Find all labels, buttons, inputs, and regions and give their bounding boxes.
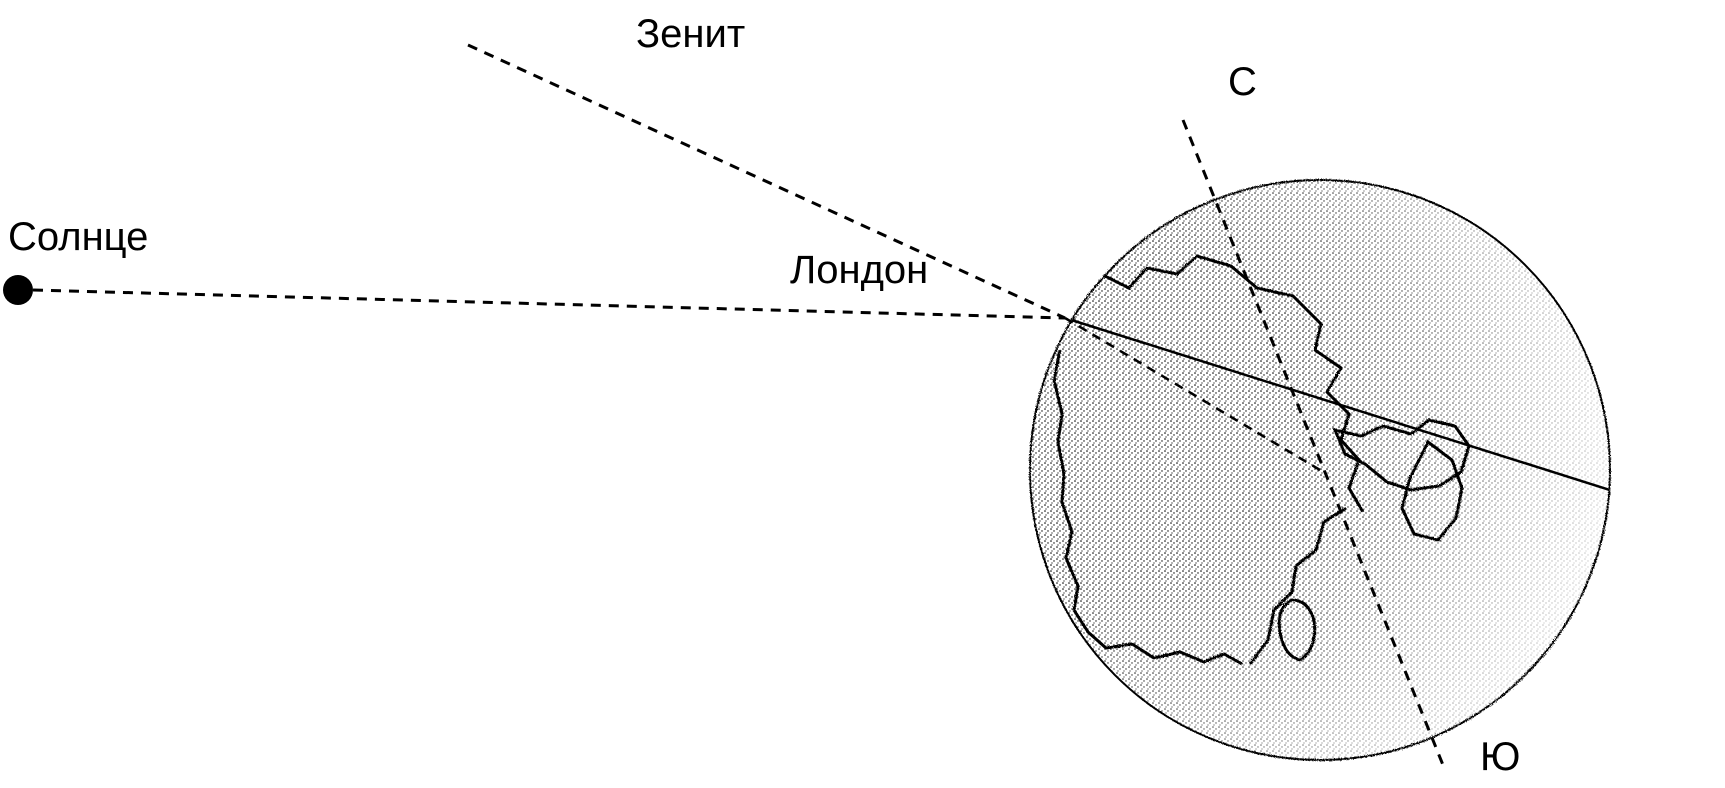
label-south: Ю [1480, 735, 1520, 780]
label-zenith: Зенит [636, 12, 745, 57]
earth-globe [1016, 120, 1610, 770]
line-zenith [468, 45, 1065, 318]
sun-point [3, 275, 33, 305]
label-north: С [1228, 60, 1257, 105]
label-london: Лондон [790, 248, 928, 293]
diagram-canvas [0, 0, 1725, 788]
line-sun-to-london [33, 290, 1065, 318]
label-sun: Солнце [8, 215, 148, 260]
